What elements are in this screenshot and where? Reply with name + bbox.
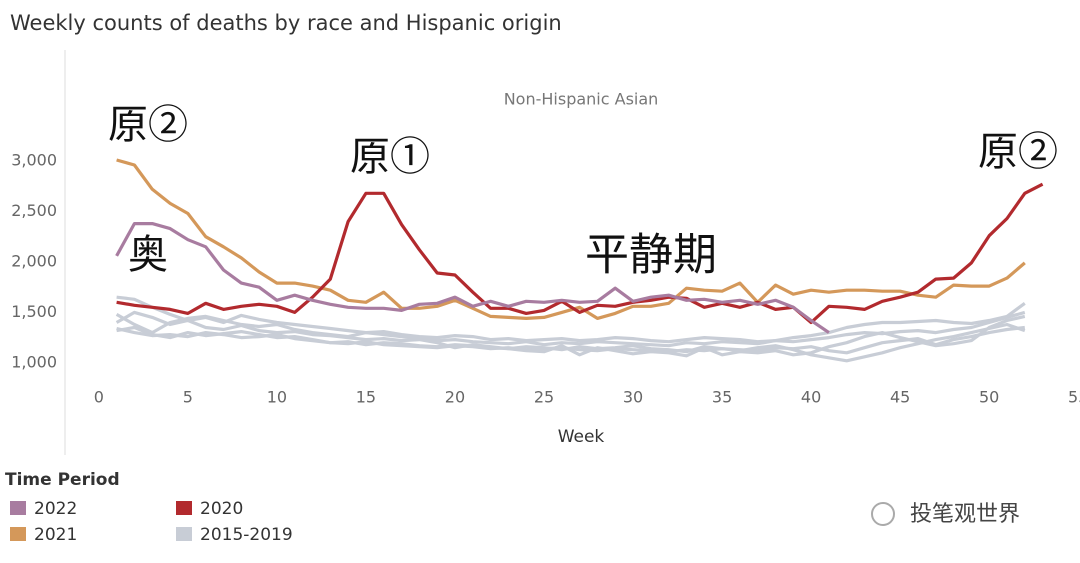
x-tick-label: 35 xyxy=(712,388,732,407)
x-tick-label: 50 xyxy=(979,388,999,407)
annotation: 奥 xyxy=(128,232,168,278)
legend-label: 2020 xyxy=(200,499,243,519)
x-tick-label: 15 xyxy=(356,388,376,407)
legend-swatch xyxy=(10,527,26,541)
series-line xyxy=(115,310,1026,358)
y-tick-label: 1,500 xyxy=(11,302,57,321)
series-line xyxy=(116,322,1026,363)
x-axis-label: Week xyxy=(558,427,605,447)
y-tick-label: 2,500 xyxy=(11,201,57,220)
legend-swatch xyxy=(176,527,192,541)
series-line xyxy=(116,182,1044,325)
y-tick-label: 1,000 xyxy=(11,352,57,371)
legend-swatch xyxy=(10,501,26,515)
x-tick-label: 25 xyxy=(534,388,554,407)
legend-label: 2021 xyxy=(34,525,77,545)
x-tick-label: 55 xyxy=(1068,388,1080,407)
legend-title: Time Period xyxy=(5,470,120,490)
annotation: 原① xyxy=(350,134,430,180)
x-tick-label: 5 xyxy=(183,388,193,407)
series-line xyxy=(116,295,1026,344)
x-tick-label: 0 xyxy=(94,388,104,407)
chart-title: Weekly counts of deaths by race and Hisp… xyxy=(10,11,562,35)
annotation: 原② xyxy=(978,129,1058,175)
legend-label: 2015-2019 xyxy=(200,525,293,545)
y-tick-label: 2,000 xyxy=(11,251,57,270)
x-tick-label: 20 xyxy=(445,388,465,407)
legend-swatch xyxy=(176,501,192,515)
watermark: 投笔观世界 xyxy=(910,502,1020,527)
x-tick-label: 30 xyxy=(623,388,643,407)
chart-subtitle: Non-Hispanic Asian xyxy=(504,90,659,109)
annotation: 平静期 xyxy=(585,230,717,281)
x-tick-label: 40 xyxy=(801,388,821,407)
series-line xyxy=(116,158,1026,320)
series-line xyxy=(115,222,830,334)
watermark-icon xyxy=(871,502,895,526)
plot xyxy=(115,158,1044,363)
x-tick-label: 45 xyxy=(890,388,910,407)
x-tick-label: 10 xyxy=(267,388,287,407)
y-tick-label: 3,000 xyxy=(11,151,57,170)
annotation: 原② xyxy=(108,102,188,148)
legend-label: 2022 xyxy=(34,499,77,519)
